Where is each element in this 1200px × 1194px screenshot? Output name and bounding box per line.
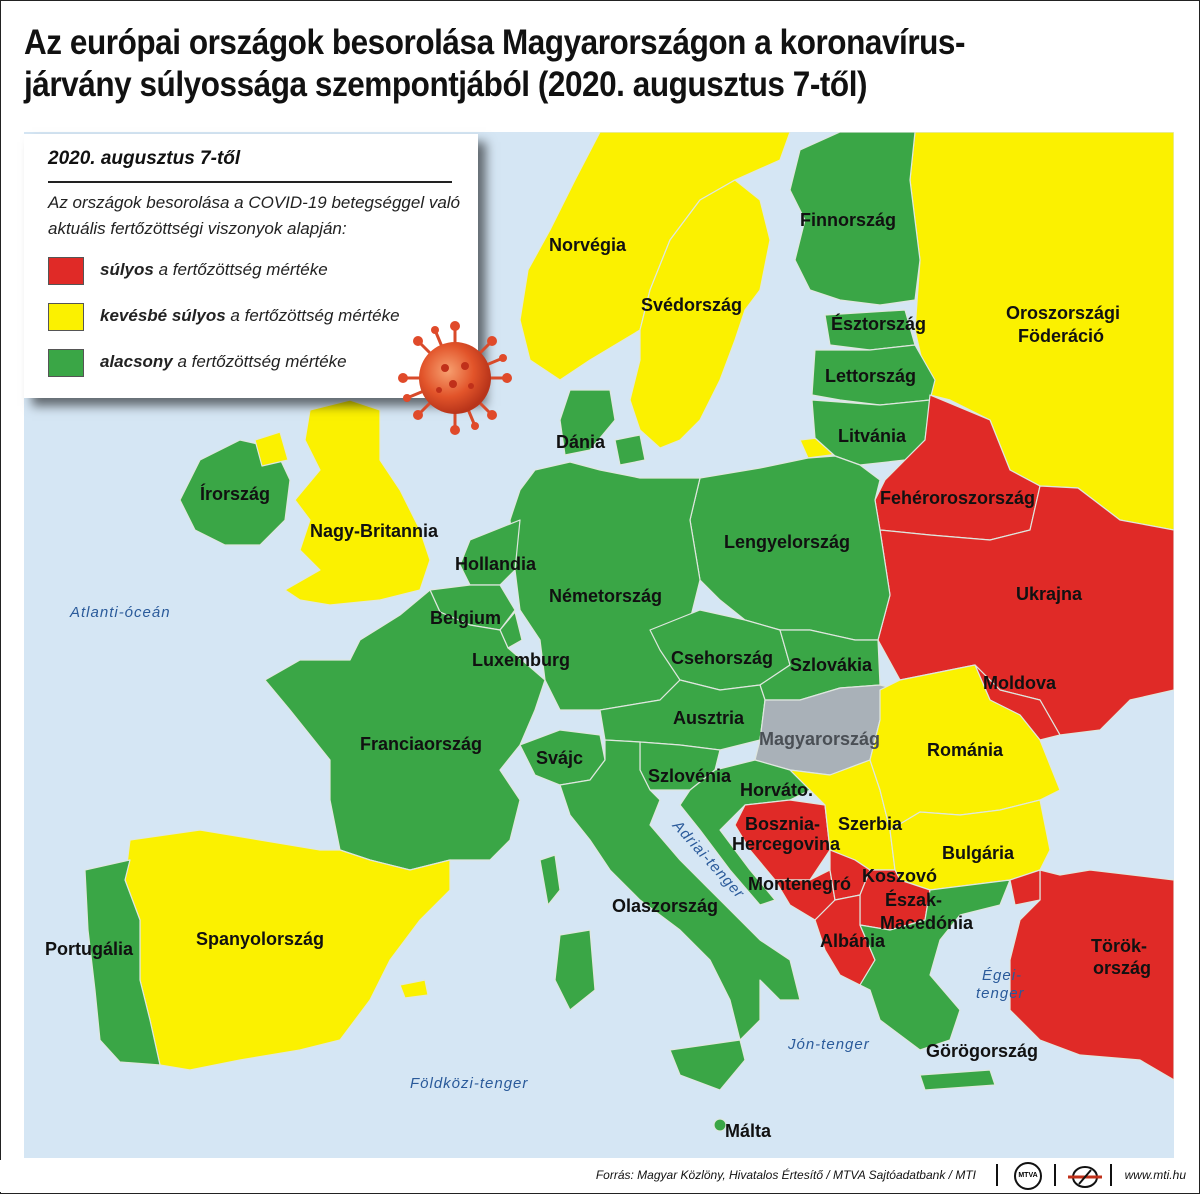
footer-separator-3 bbox=[1110, 1164, 1112, 1186]
legend-divider bbox=[48, 181, 452, 183]
label-norway: Norvégia bbox=[549, 235, 627, 255]
label-finland: Finnország bbox=[800, 210, 896, 230]
label-germany: Németország bbox=[549, 586, 662, 606]
label-malta: Málta bbox=[725, 1121, 772, 1141]
island-sardinia bbox=[554, 929, 596, 1011]
page-title: Az európai országok besorolása Magyarors… bbox=[24, 23, 966, 104]
label-greece: Görögország bbox=[926, 1041, 1038, 1061]
country-uk bbox=[284, 399, 431, 606]
label-portugal: Portugália bbox=[45, 939, 134, 959]
island-corsica bbox=[539, 854, 561, 906]
label-mediterranean-sea: Földközi-tenger bbox=[410, 1075, 528, 1092]
legend-item-low-text: a fertőzöttség mértéke bbox=[172, 352, 347, 371]
website-text: www.mti.hu bbox=[1124, 1168, 1186, 1182]
footer-separator-1 bbox=[996, 1164, 998, 1186]
country-italy bbox=[559, 739, 801, 1041]
label-spain: Spanyolország bbox=[196, 929, 324, 949]
country-finland bbox=[789, 132, 921, 306]
legend-date: 2020. augusztus 7-től bbox=[48, 148, 241, 169]
legend-item-severe-text: a fertőzöttség mértéke bbox=[153, 260, 328, 279]
label-italy: Olaszország bbox=[612, 896, 718, 916]
label-ukraine: Ukrajna bbox=[1016, 584, 1083, 604]
label-montenegro: Montenegró bbox=[748, 874, 851, 894]
label-bulgaria: Bulgária bbox=[942, 843, 1015, 863]
label-austria: Ausztria bbox=[673, 708, 745, 728]
label-aegean-sea-2: tenger bbox=[976, 985, 1025, 1002]
legend-item-severe-bold: súlyos bbox=[100, 260, 154, 279]
country-poland bbox=[689, 455, 891, 641]
country-uk-northern-ireland bbox=[254, 431, 289, 467]
label-switzerland: Svájc bbox=[536, 748, 583, 768]
label-slovenia: Szlovénia bbox=[648, 766, 732, 786]
label-albania: Albánia bbox=[820, 931, 886, 951]
label-croatia: Horváto. bbox=[740, 780, 813, 800]
legend-swatch-yellow bbox=[48, 302, 84, 331]
mtva-logo: MTVA bbox=[1014, 1162, 1042, 1190]
label-latvia: Lettország bbox=[825, 366, 916, 386]
country-croatia bbox=[679, 759, 811, 906]
label-uk: Nagy-Britannia bbox=[310, 521, 439, 541]
label-atlantic-ocean: Atlanti-óceán bbox=[69, 604, 171, 621]
label-czechia: Csehország bbox=[671, 648, 773, 668]
island-crete bbox=[919, 1069, 996, 1091]
label-estonia: Észtország bbox=[831, 313, 926, 334]
island-sicily bbox=[669, 1039, 746, 1091]
country-turkey bbox=[1009, 869, 1174, 1081]
label-bosnia-2: Hercegovina bbox=[732, 834, 841, 854]
legend-item-low: alacsony a fertőzöttség mértéke bbox=[48, 347, 347, 377]
legend-item-less-severe-bold: kevésbé súlyos bbox=[100, 306, 226, 325]
label-russia-2: Föderáció bbox=[1018, 326, 1104, 346]
label-aegean-sea-1: Égei- bbox=[982, 967, 1022, 984]
country-denmark bbox=[559, 389, 616, 456]
label-belarus: Fehéroroszország bbox=[880, 488, 1035, 508]
mti-logo-icon bbox=[1068, 1166, 1102, 1188]
label-russia-1: Oroszországi bbox=[1006, 303, 1120, 323]
footer-separator-2 bbox=[1054, 1164, 1056, 1186]
legend-swatch-red bbox=[48, 256, 84, 285]
coronavirus-icon bbox=[398, 321, 512, 435]
label-netherlands: Hollandia bbox=[455, 554, 537, 574]
footer: Forrás: Magyar Közlöny, Hivatalos Értesí… bbox=[0, 1160, 1198, 1192]
label-moldova: Moldova bbox=[983, 673, 1057, 693]
label-turkey-1: Török- bbox=[1091, 936, 1147, 956]
country-turkey-europe bbox=[1009, 869, 1041, 906]
island-balearic bbox=[399, 979, 429, 999]
legend-item-severe: súlyos a fertőzöttség mértéke bbox=[48, 255, 328, 285]
country-greece bbox=[859, 879, 1011, 1051]
legend-swatch-green bbox=[48, 348, 84, 377]
legend-box: 2020. augusztus 7-től Az országok besoro… bbox=[24, 134, 478, 398]
country-malta bbox=[713, 1118, 727, 1132]
label-ionian-sea: Jón-tenger bbox=[787, 1036, 870, 1053]
source-text: Forrás: Magyar Közlöny, Hivatalos Értesí… bbox=[595, 1168, 976, 1182]
country-denmark-zealand bbox=[614, 434, 646, 466]
legend-item-less-severe: kevésbé súlyos a fertőzöttség mértéke bbox=[48, 301, 400, 331]
label-bosnia-1: Bosznia- bbox=[745, 814, 820, 834]
label-romania: Románia bbox=[927, 740, 1004, 760]
label-slovakia: Szlovákia bbox=[790, 655, 873, 675]
label-ireland: Írország bbox=[200, 483, 270, 504]
label-poland: Lengyelország bbox=[724, 532, 850, 552]
label-denmark: Dánia bbox=[556, 432, 606, 452]
label-kosovo: Koszovó bbox=[862, 866, 937, 886]
label-turkey-2: ország bbox=[1093, 958, 1151, 978]
country-norway bbox=[519, 132, 791, 381]
label-belgium: Belgium bbox=[430, 608, 501, 628]
country-portugal bbox=[84, 859, 161, 1066]
legend-item-low-bold: alacsony bbox=[100, 352, 173, 371]
country-sweden bbox=[629, 179, 771, 449]
europe-map: Norvégia Svédország Finnország Észtorszá… bbox=[24, 132, 1174, 1158]
label-north-macedonia-1: Észak- bbox=[885, 889, 942, 910]
label-hungary: Magyarország bbox=[759, 729, 880, 749]
legend-description: Az országok besorolása a COVID-19 betegs… bbox=[48, 193, 461, 238]
label-north-macedonia-2: Macedónia bbox=[880, 913, 974, 933]
label-france: Franciaország bbox=[360, 734, 482, 754]
label-serbia: Szerbia bbox=[838, 814, 903, 834]
label-sweden: Svédország bbox=[641, 295, 742, 315]
legend-item-less-severe-text: a fertőzöttség mértéke bbox=[225, 306, 400, 325]
label-luxembourg: Luxemburg bbox=[472, 650, 570, 670]
label-lithuania: Litvánia bbox=[838, 426, 907, 446]
